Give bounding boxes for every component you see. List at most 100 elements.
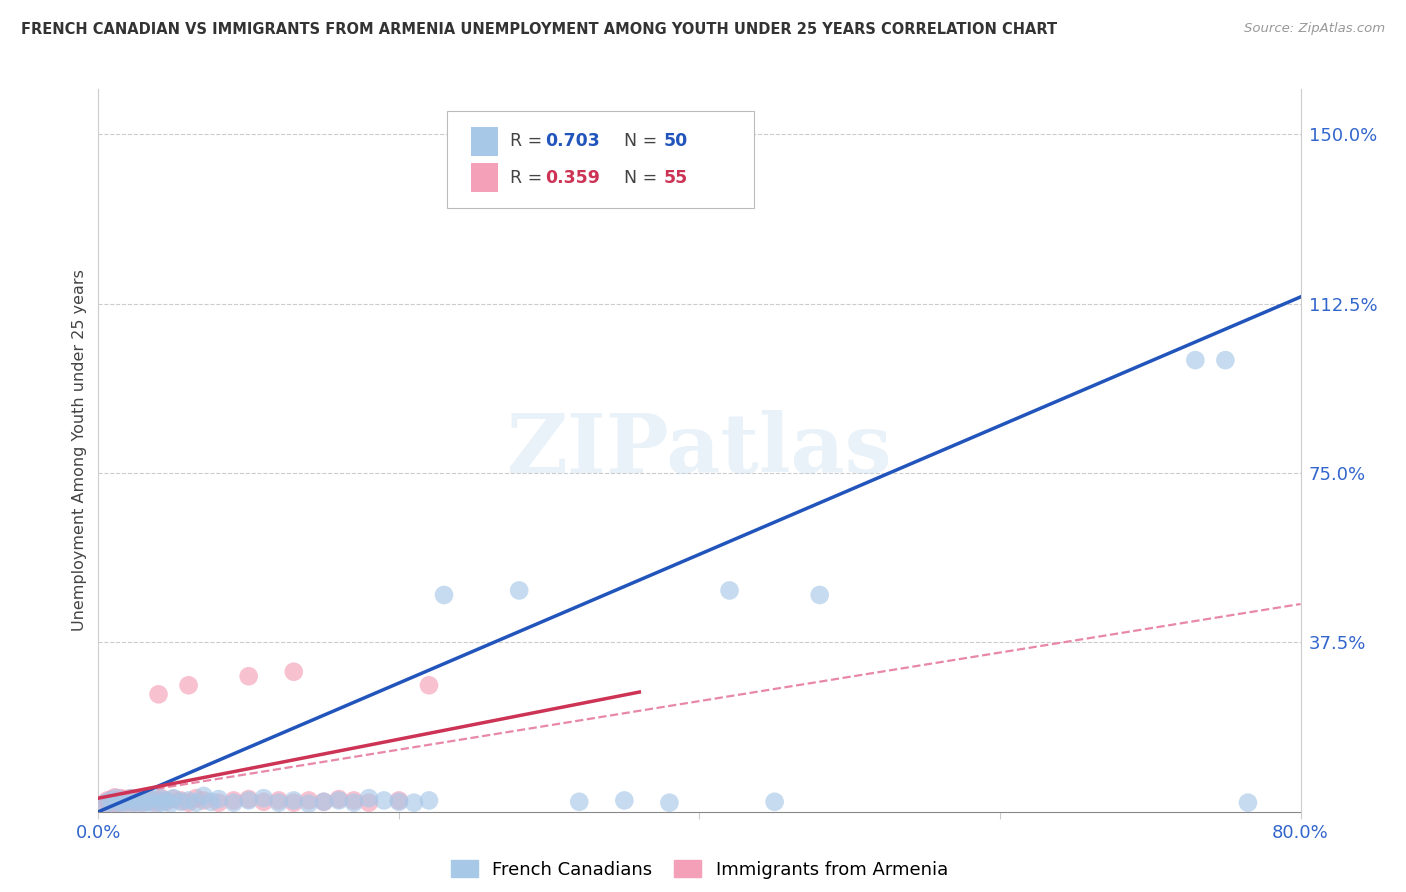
Point [193, 793, 215, 807]
Point [110, 791, 132, 805]
Point [312, 795, 335, 809]
Point [184, 796, 207, 810]
Point [155, 793, 177, 807]
Point [101, 792, 124, 806]
Point [208, 796, 231, 810]
Point [131, 796, 153, 810]
Point [150, 791, 173, 805]
Point [145, 797, 167, 812]
Point [184, 791, 207, 805]
Point [112, 792, 135, 806]
Point [170, 795, 193, 809]
Point [103, 797, 125, 812]
Point [111, 795, 134, 809]
Point [117, 793, 139, 807]
Point [125, 793, 148, 807]
Point [718, 583, 741, 598]
Point [122, 792, 145, 806]
Point [139, 792, 162, 806]
Legend: French Canadians, Immigrants from Armenia: French Canadians, Immigrants from Armeni… [444, 853, 955, 886]
Text: 0.703: 0.703 [546, 132, 600, 151]
Point [150, 796, 173, 810]
Point [222, 796, 245, 810]
Point [105, 791, 128, 805]
Point [141, 793, 163, 807]
Point [222, 793, 245, 807]
Point [94, 796, 117, 810]
Point [283, 793, 305, 807]
Point [200, 795, 222, 809]
Point [253, 795, 276, 809]
Point [343, 793, 366, 807]
Point [135, 795, 157, 809]
Point [145, 796, 167, 810]
Point [312, 795, 335, 809]
Point [100, 793, 122, 807]
Point [418, 678, 440, 692]
Point [121, 795, 143, 809]
Text: R =: R = [509, 132, 547, 151]
Point [162, 791, 184, 805]
Point [103, 797, 125, 812]
Point [418, 793, 440, 807]
Point [238, 793, 260, 807]
Point [114, 793, 136, 807]
Point [124, 796, 146, 810]
Point [177, 678, 200, 692]
Point [170, 793, 193, 807]
Point [388, 793, 411, 807]
Text: 0.359: 0.359 [546, 169, 600, 187]
Point [1215, 353, 1237, 368]
Point [138, 792, 160, 806]
FancyBboxPatch shape [447, 111, 754, 209]
Point [100, 795, 122, 809]
Text: ZIPatlas: ZIPatlas [506, 410, 893, 491]
Point [159, 797, 181, 811]
Point [193, 789, 215, 803]
Point [108, 797, 131, 811]
Text: FRENCH CANADIAN VS IMMIGRANTS FROM ARMENIA UNEMPLOYMENT AMONG YOUTH UNDER 25 YEA: FRENCH CANADIAN VS IMMIGRANTS FROM ARMEN… [21, 22, 1057, 37]
Point [177, 793, 200, 807]
Point [104, 790, 127, 805]
Point [127, 791, 149, 805]
Point [402, 796, 425, 810]
Point [328, 792, 350, 806]
Point [128, 795, 150, 809]
Point [132, 797, 155, 811]
Point [808, 588, 831, 602]
FancyBboxPatch shape [471, 163, 498, 193]
Y-axis label: Unemployment Among Youth under 25 years: Unemployment Among Youth under 25 years [72, 269, 87, 632]
Point [343, 796, 366, 810]
Point [568, 795, 591, 809]
Point [177, 796, 200, 810]
Point [162, 792, 184, 806]
Text: 55: 55 [664, 169, 688, 187]
Point [763, 795, 786, 809]
Text: N =: N = [624, 132, 662, 151]
Point [114, 793, 136, 807]
Point [118, 791, 141, 805]
Point [357, 791, 380, 805]
Point [267, 793, 290, 807]
Point [121, 791, 143, 805]
Point [110, 796, 132, 810]
Text: N =: N = [624, 169, 662, 187]
Point [135, 795, 157, 809]
Text: Source: ZipAtlas.com: Source: ZipAtlas.com [1244, 22, 1385, 36]
Point [357, 796, 380, 810]
Point [129, 793, 152, 807]
Point [117, 797, 139, 812]
Point [267, 796, 290, 810]
Point [125, 796, 148, 810]
FancyBboxPatch shape [471, 127, 498, 156]
Point [238, 792, 260, 806]
Point [129, 792, 152, 806]
Point [328, 793, 350, 807]
Point [155, 795, 177, 809]
Point [1184, 353, 1206, 368]
Point [148, 687, 170, 701]
Point [148, 793, 170, 807]
Point [508, 583, 530, 598]
Point [1237, 796, 1260, 810]
Point [105, 796, 128, 810]
